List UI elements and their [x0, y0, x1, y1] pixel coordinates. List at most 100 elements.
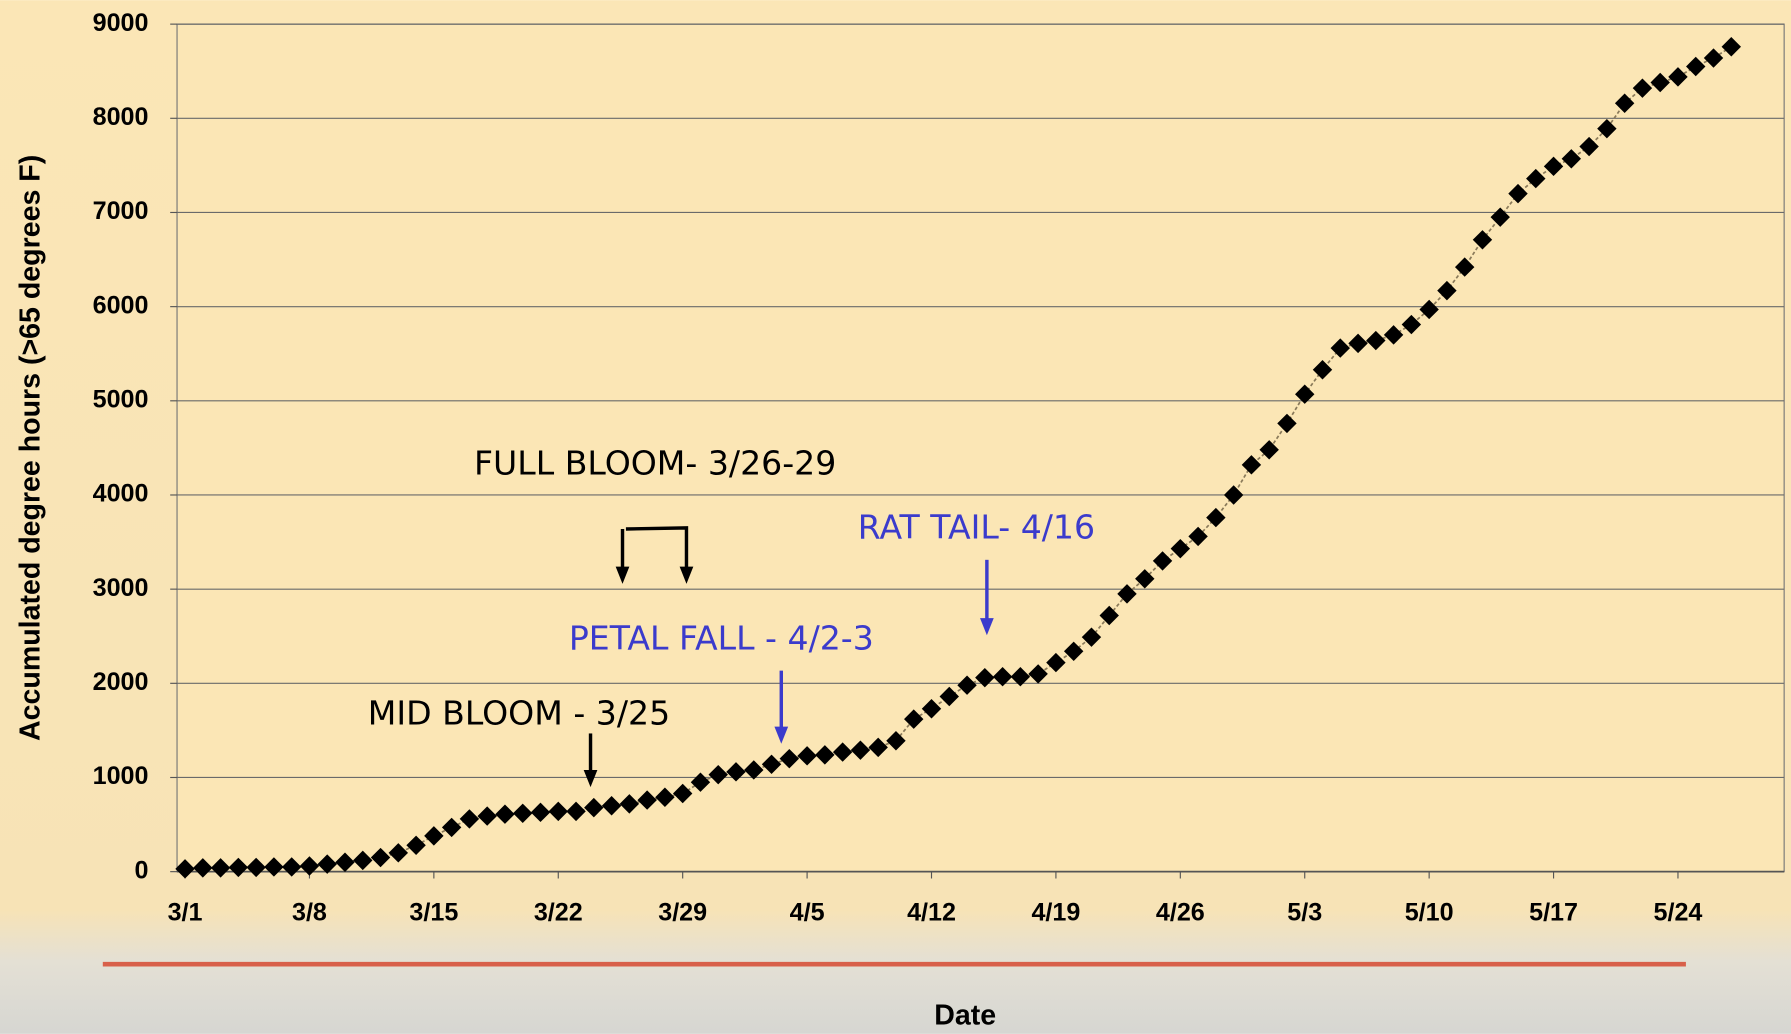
x-axis-title: Date	[934, 999, 996, 1031]
data-point	[655, 787, 675, 807]
x-tick-label: 5/24	[1654, 899, 1703, 927]
data-point	[797, 746, 817, 766]
data-point	[1721, 37, 1741, 57]
arrow-head	[615, 566, 694, 584]
data-point	[1561, 149, 1582, 169]
data-point	[228, 857, 249, 878]
x-tick-label: 5/3	[1287, 899, 1322, 927]
data-point	[1650, 72, 1670, 93]
x-tick-label: 3/15	[409, 899, 458, 927]
y-tick-label: 3000	[93, 574, 149, 602]
x-tick-label: 5/10	[1405, 899, 1454, 927]
data-point	[264, 857, 284, 877]
data-point	[601, 796, 622, 816]
data-point	[513, 803, 533, 823]
x-tick-label: 4/12	[907, 899, 956, 927]
y-tick-label: 0	[135, 856, 149, 884]
data-point	[1472, 230, 1493, 250]
y-axis-title: Accumulated degree hours (>65 degrees F)	[15, 155, 47, 741]
data-point	[424, 826, 444, 846]
y-tick-label: 6000	[93, 291, 149, 319]
x-tick-label: 4/26	[1156, 899, 1205, 927]
data-point	[353, 850, 373, 871]
data-point	[530, 802, 551, 823]
arrow-head	[583, 770, 598, 788]
data-point	[992, 667, 1013, 687]
data-point	[548, 801, 568, 822]
data-point	[1170, 538, 1191, 559]
data-point	[1223, 485, 1244, 505]
x-tick-label: 3/8	[292, 899, 327, 927]
data-point	[761, 754, 782, 775]
data-point	[815, 745, 835, 765]
data-point	[975, 667, 995, 688]
data-point	[1099, 605, 1119, 626]
annotation: FULL BLOOM- 3/26-29	[474, 444, 836, 483]
data-point	[193, 858, 213, 878]
y-tick-label: 5000	[93, 385, 149, 413]
data-point	[1135, 569, 1155, 589]
arrow-head	[774, 726, 789, 744]
x-tick-label: 3/29	[658, 899, 707, 927]
data-point	[726, 762, 746, 782]
data-point	[850, 740, 871, 760]
y-tick-label: 7000	[93, 197, 149, 225]
data-point	[708, 764, 728, 785]
data-point	[1312, 360, 1333, 380]
data-point	[1348, 333, 1368, 354]
data-point	[1081, 627, 1102, 647]
data-point	[1437, 280, 1457, 301]
data-point	[1117, 584, 1137, 604]
plot-area	[176, 23, 1785, 873]
data-point	[1063, 641, 1084, 662]
data-point	[1152, 551, 1173, 571]
data-point	[406, 835, 426, 856]
data-point	[1490, 207, 1510, 227]
data-point	[832, 742, 853, 762]
data-point	[957, 675, 977, 695]
data-point	[459, 809, 480, 829]
data-point	[779, 748, 800, 769]
annotation-arrow	[620, 526, 689, 572]
annotation: RAT TAIL- 4/16	[858, 507, 1095, 546]
y-tick-label: 4000	[93, 480, 149, 508]
data-point	[904, 709, 924, 729]
data-point	[1383, 325, 1404, 345]
data-point	[1046, 652, 1066, 673]
data-point	[1401, 314, 1422, 335]
data-point	[1188, 526, 1208, 547]
data-point	[1419, 299, 1439, 320]
data-point	[619, 794, 640, 814]
data-point	[886, 731, 906, 751]
y-tick-label: 1000	[93, 762, 149, 790]
y-tick-label: 2000	[93, 668, 149, 696]
annotation: PETAL FALL - 4/2-3	[569, 618, 874, 657]
data-point	[868, 737, 888, 758]
data-point	[1543, 156, 1564, 177]
data-point	[495, 804, 515, 824]
data-point	[335, 852, 355, 872]
data-point	[637, 790, 657, 810]
y-tick-label: 8000	[93, 103, 149, 131]
data-point	[1526, 168, 1546, 189]
data-point	[370, 847, 391, 868]
data-point	[566, 801, 586, 822]
data-point	[584, 797, 604, 818]
data-point	[744, 760, 764, 780]
data-point	[317, 854, 337, 874]
x-tick-label: 4/19	[1031, 899, 1080, 927]
x-tick-label: 5/17	[1529, 899, 1578, 927]
data-point	[921, 699, 942, 719]
annotation: MID BLOOM - 3/25	[368, 694, 670, 733]
x-tick-label: 3/1	[168, 899, 203, 927]
data-point	[939, 686, 959, 707]
data-point	[210, 858, 231, 878]
data-point	[672, 783, 693, 804]
data-point	[477, 806, 497, 826]
series-line	[184, 46, 1732, 870]
data-point	[1686, 56, 1706, 77]
data-point	[441, 817, 462, 838]
data-point	[1703, 48, 1724, 68]
data-point	[299, 856, 320, 876]
